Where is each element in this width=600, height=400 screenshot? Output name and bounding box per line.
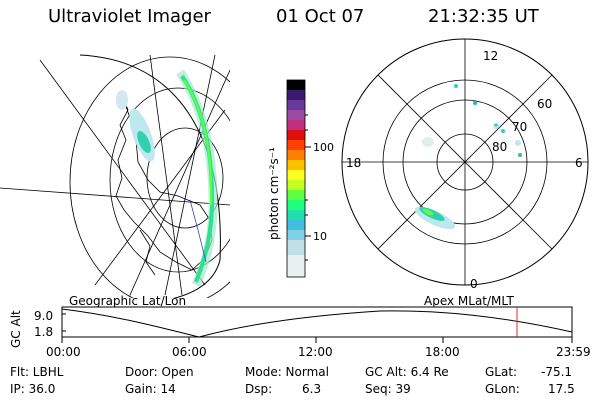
glon-value: 17.5 — [548, 382, 575, 396]
instrument-title: Ultraviolet Imager — [48, 6, 211, 27]
alt-ytick-low: 1.8 — [34, 325, 54, 339]
gc-alt-info: GC Alt: 6.4 Re — [365, 365, 449, 379]
altitude-plot — [61, 306, 573, 343]
gain-info: Gain: 14 — [125, 382, 176, 396]
mlt-label-6: 6 — [575, 156, 583, 170]
geographic-label: Geographic Lat/Lon — [69, 294, 187, 308]
colorbar-tick-100: 100 — [313, 141, 334, 154]
seq-info: Seq: 39 — [365, 382, 411, 396]
alt-ytick-high: 9.0 — [34, 309, 54, 323]
mode-info: Mode: Normal — [245, 365, 329, 379]
alt-xtick-0600: 06:00 — [172, 345, 207, 359]
time-text: 21:32:35 UT — [428, 6, 539, 27]
glat-value: -75.1 — [541, 365, 573, 379]
alt-xtick-1200: 12:00 — [298, 345, 333, 359]
dsp-label: Dsp: — [245, 382, 273, 396]
colorbar-tick-10: 10 — [313, 230, 327, 243]
alt-xtick-2359: 23:59 — [556, 345, 591, 359]
altitude-axis-label: GC Alt — [9, 310, 23, 348]
polar-plot — [341, 38, 589, 286]
alt-xtick-0000: 00:00 — [46, 345, 81, 359]
dsp-value: 6.3 — [302, 382, 322, 396]
mlt-label-0: 0 — [470, 277, 478, 291]
alt-xtick-1800: 18:00 — [425, 345, 460, 359]
geographic-map — [0, 54, 230, 298]
colorbar — [286, 79, 311, 278]
colorbar-label: photon cm⁻²s⁻¹ — [267, 147, 281, 240]
mlt-label-18: 18 — [346, 156, 361, 170]
date-text: 01 Oct 07 — [276, 6, 365, 27]
mlat-label-70: 70 — [512, 120, 527, 134]
apex-label: Apex MLat/MLT — [424, 294, 514, 308]
mlat-label-80: 80 — [492, 140, 507, 154]
glat-label: GLat: — [485, 365, 518, 379]
ip-info: IP: 36.0 — [10, 382, 56, 396]
mlat-label-60: 60 — [537, 97, 552, 111]
filter-info: Flt: LBHL — [10, 365, 64, 379]
glon-label: GLon: — [485, 382, 520, 396]
mlt-label-12: 12 — [483, 49, 498, 63]
door-info: Door: Open — [125, 365, 194, 379]
